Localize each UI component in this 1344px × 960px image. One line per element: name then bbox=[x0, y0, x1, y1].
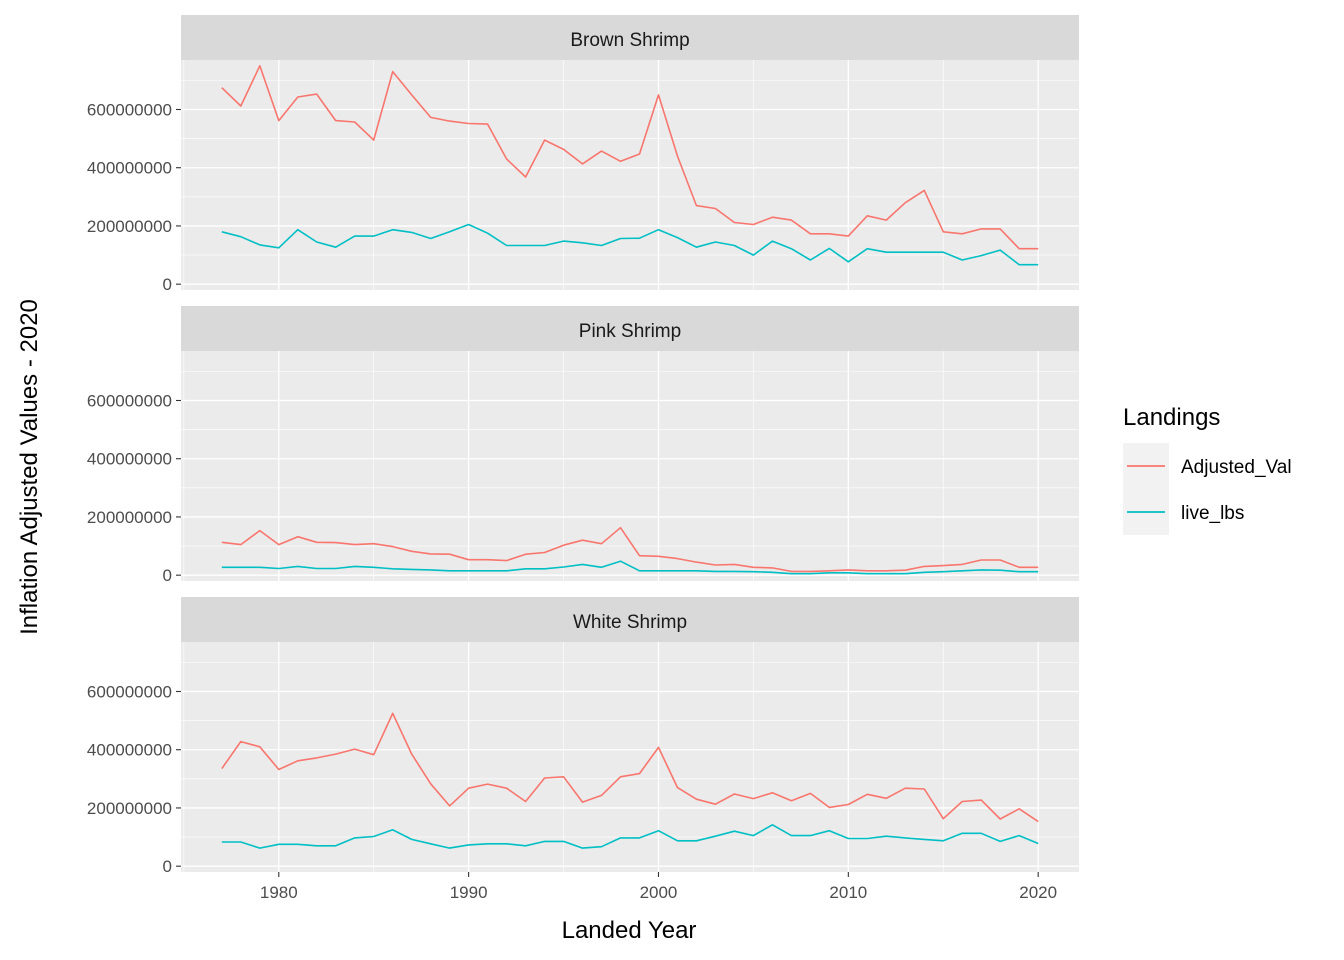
panel-background-pink-shrimp bbox=[181, 351, 1079, 581]
series-line-pink-shrimp-adjusted-val bbox=[221, 526, 1039, 573]
y-tick-label: 400000000 bbox=[87, 450, 172, 469]
y-tick-label: 400000000 bbox=[87, 741, 172, 760]
legend-title: Landings bbox=[1123, 404, 1220, 431]
x-tick-label: 2010 bbox=[829, 883, 867, 902]
strip-label-pink-shrimp: Pink Shrimp bbox=[579, 321, 681, 342]
series-line-brown-shrimp-adjusted-val bbox=[221, 65, 1039, 250]
strip-pink-shrimp bbox=[181, 306, 1079, 351]
series-line-pink-shrimp-live-lbs bbox=[221, 560, 1039, 575]
x-axis-title: Landed Year bbox=[562, 917, 697, 944]
y-axis-title: Inflation Adjusted Values - 2020 bbox=[16, 299, 43, 635]
strip-white-shrimp bbox=[181, 597, 1079, 642]
y-tick-label: 0 bbox=[163, 857, 172, 876]
x-tick-label: 1980 bbox=[260, 883, 298, 902]
facet-brown-shrimp: Brown Shrimp 0 200000000 400000000 600000000 bbox=[87, 15, 1079, 294]
x-tick-label: 1990 bbox=[450, 883, 488, 902]
strip-label-white-shrimp: White Shrimp bbox=[573, 612, 687, 633]
y-tick-label: 200000000 bbox=[87, 799, 172, 818]
x-axis: 1980 1990 2000 2010 2020 bbox=[260, 872, 1057, 902]
legend-label-adjusted-val: Adjusted_Val bbox=[1181, 457, 1292, 478]
y-tick-label: 600000000 bbox=[87, 391, 172, 410]
y-tick-label: 200000000 bbox=[87, 508, 172, 527]
x-tick-label: 2020 bbox=[1019, 883, 1057, 902]
y-tick-label: 600000000 bbox=[87, 682, 172, 701]
panel-background-white-shrimp bbox=[181, 642, 1079, 872]
facet-panels: Brown Shrimp 0 200000000 400000000 600000000… bbox=[87, 15, 1079, 876]
x-tick-label: 2000 bbox=[640, 883, 678, 902]
strip-label-brown-shrimp: Brown Shrimp bbox=[570, 30, 689, 51]
facet-pink-shrimp: Pink Shrimp 0 200000000 400000000 600000000 bbox=[87, 306, 1079, 585]
legend-label-live-lbs: live_lbs bbox=[1181, 503, 1244, 524]
series-line-white-shrimp-live-lbs bbox=[221, 823, 1039, 849]
y-tick-label: 200000000 bbox=[87, 217, 172, 236]
facet-white-shrimp: White Shrimp 0 200000000 400000000 600000000 bbox=[87, 597, 1079, 876]
y-tick-label: 0 bbox=[163, 566, 172, 585]
legend: Landings Adjusted_Val live_lbs bbox=[1123, 404, 1292, 535]
y-tick-label: 600000000 bbox=[87, 100, 172, 119]
y-tick-label: 0 bbox=[163, 275, 172, 294]
y-tick-label: 400000000 bbox=[87, 159, 172, 178]
series-line-white-shrimp-adjusted-val bbox=[221, 712, 1039, 823]
series-line-brown-shrimp-live-lbs bbox=[221, 223, 1039, 266]
strip-brown-shrimp bbox=[181, 15, 1079, 60]
